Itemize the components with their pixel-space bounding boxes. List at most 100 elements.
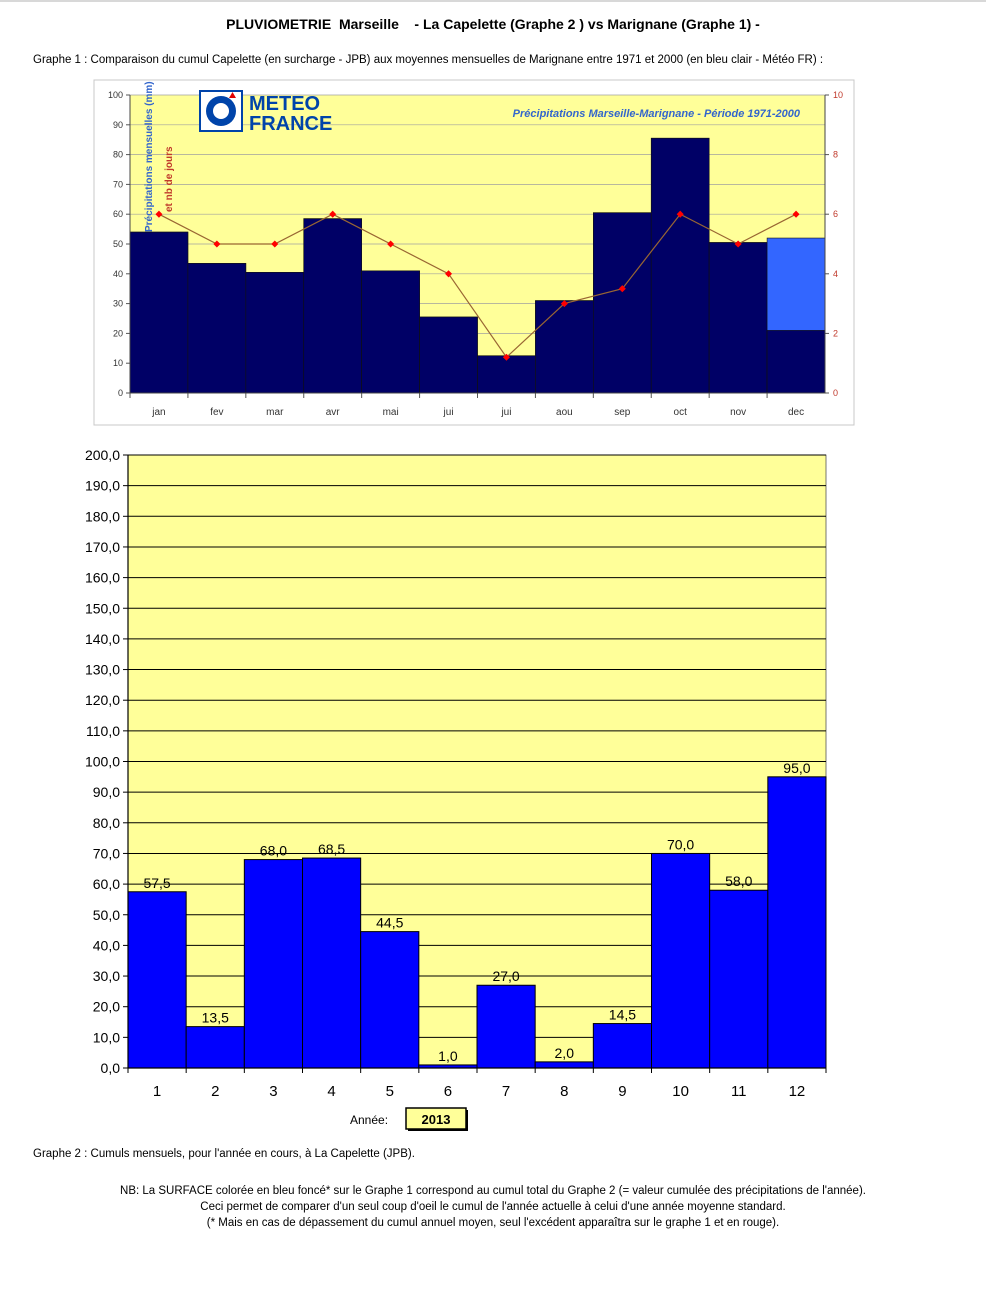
- chart2-data-label: 27,0: [492, 968, 519, 984]
- chart1-rain-days-marker: [792, 210, 800, 218]
- chart1-title: Précipitations Marseille-Marignane - Pér…: [513, 108, 801, 120]
- chart2-y-tick-label: 0,0: [101, 1060, 121, 1076]
- chart1-bar-cumulative: [361, 270, 420, 394]
- chart2-data-label: 14,5: [609, 1007, 636, 1023]
- chart1-rain-days-marker: [618, 285, 626, 293]
- chart1-x-tick-label: oct: [674, 407, 688, 418]
- chart2-y-tick-label: 200,0: [85, 447, 120, 463]
- chart1-x-tick-label: fev: [210, 407, 223, 418]
- chart2-bar: [243, 859, 303, 1069]
- chart1-y2-tick-label: 10: [833, 90, 843, 100]
- chart1-y-tick-label: 10: [113, 358, 123, 368]
- chart2-y-tick-label: 50,0: [93, 907, 120, 923]
- chart2-x-tick-label: 11: [731, 1083, 747, 1100]
- chart1-rain-days-marker: [155, 210, 163, 218]
- chart1-y-tick-label: 70: [113, 179, 123, 189]
- chart1-y-tick-label: 30: [113, 299, 123, 309]
- chart1-bar-cumulative: [535, 300, 594, 394]
- chart1-x-tick-label: sep: [614, 407, 631, 418]
- chart2-x-tick-label: 9: [618, 1083, 626, 1100]
- chart2-y-tick-label: 180,0: [85, 508, 120, 524]
- logo-flame: [229, 92, 236, 98]
- chart2-y-tick-label: 120,0: [85, 692, 120, 708]
- chart2-x-tick-label: 2: [211, 1083, 219, 1100]
- chart1-y-tick-label: 80: [113, 150, 123, 160]
- chart1-rain-days-marker: [560, 300, 568, 308]
- chart1-bar-cumulative: [187, 263, 247, 394]
- footnote-line: NB: La SURFACE colorée en bleu foncé* su…: [120, 1185, 866, 1197]
- chart1-y-tick-label: 90: [113, 120, 123, 130]
- chart2-x-tick-label: 3: [269, 1083, 277, 1100]
- chart1-y-tick-label: 100: [108, 90, 123, 100]
- chart1-bar-cumulative: [129, 231, 189, 394]
- chart1-rain-days-marker: [387, 240, 395, 248]
- chart2-y-tick-label: 140,0: [85, 631, 120, 647]
- chart1-y2-tick-label: 6: [833, 209, 838, 219]
- page-title: PLUVIOMETRIE Marseille - La Capelette (G…: [226, 16, 760, 32]
- chart1-rain-days-marker: [271, 240, 279, 248]
- chart1-y-tick-label: 0: [118, 388, 123, 398]
- chart1-x-tick-label: dec: [788, 407, 804, 418]
- chart1-rain-days-line: [158, 213, 797, 359]
- chart2-y-tick-label: 90,0: [93, 784, 120, 800]
- chart2-x-tick-label: 1: [153, 1083, 161, 1100]
- chart2-y-tick-label: 80,0: [93, 815, 120, 831]
- chart2-bar: [476, 984, 536, 1069]
- chart2-y-tick-label: 70,0: [93, 845, 120, 861]
- chart1-rain-days-marker: [502, 353, 510, 361]
- chart-capelette-monthly: 0,0 10,0 20,0 30,0 40,0 50,0 60,0 70,0 80,0 90,0 1…: [85, 447, 827, 1131]
- chart1-bar-cumulative: [303, 218, 362, 394]
- chart2-data-label: 70,0: [667, 836, 694, 852]
- graph2-caption: Graphe 2 : Cumuls mensuels, pour l'année…: [33, 1148, 415, 1160]
- chart1-y-tick-label: 60: [113, 209, 123, 219]
- chart2-x-tick-label: 4: [327, 1083, 335, 1100]
- chart1-y-tick-label: 20: [113, 328, 123, 338]
- chart1-x-tick-label: aou: [556, 407, 573, 418]
- chart2-data-label: 68,0: [260, 843, 287, 859]
- chart1-x-tick-label: jui: [500, 407, 511, 418]
- chart-marignane-averages: 0 10 20 30 40 50 60 70 80 90 100 0 2 4 6 8 10 jan fev mar av…: [93, 79, 855, 426]
- chart2-data-label: 68,5: [318, 841, 345, 857]
- chart1-bar-cumulative: [593, 212, 652, 394]
- chart2-y-tick-label: 170,0: [85, 539, 120, 555]
- footnotes: NB: La SURFACE colorée en bleu foncé* su…: [0, 1183, 986, 1231]
- chart1-y2-tick-label: 8: [833, 150, 838, 160]
- chart2-y-tick-label: 100,0: [85, 754, 120, 770]
- chart2-bar: [127, 891, 187, 1069]
- chart2-y-tick-label: 10,0: [93, 1029, 120, 1045]
- chart2-y-tick-label: 130,0: [85, 662, 120, 678]
- chart2-bar: [360, 931, 420, 1069]
- chart1-bar-cumulative: [766, 330, 826, 394]
- logo-text-france: FRANCE: [249, 113, 332, 135]
- chart2-y-tick-label: 110,0: [86, 723, 120, 739]
- chart1-y-axis-title: Précipitations mensuelles (mm): [144, 81, 155, 232]
- chart2-data-label: 95,0: [783, 760, 810, 776]
- chart2-bar: [767, 776, 827, 1069]
- chart1-y2-axis-title: et nb de jours: [164, 146, 175, 212]
- logo-text-meteo: METEO: [249, 93, 320, 115]
- chart1-y-tick-label: 40: [113, 269, 123, 279]
- chart2-x-tick-label: 5: [386, 1083, 394, 1100]
- chart2-y-tick-label: 30,0: [93, 968, 120, 984]
- chart1-rain-days-marker: [676, 210, 684, 218]
- chart2-y-tick-label: 190,0: [85, 478, 120, 494]
- chart1-bar-cumulative: [650, 137, 710, 394]
- chart2-data-label: 1,0: [438, 1048, 458, 1064]
- chart2-x-tick-label: 7: [502, 1083, 510, 1100]
- chart2-bar: [709, 889, 769, 1069]
- chart2-bar: [185, 1026, 245, 1069]
- chart1-x-tick-label: jui: [443, 407, 454, 418]
- top-border: [0, 0, 986, 2]
- chart1-bar-cumulative: [245, 272, 305, 394]
- chart1-x-tick-label: mai: [383, 407, 399, 418]
- footnote-line: (* Mais en cas de dépassement du cumul a…: [206, 1217, 780, 1229]
- chart1-bar-cumulative: [708, 242, 768, 394]
- chart2-bar: [651, 852, 711, 1069]
- chart1-bar-cumulative: [477, 355, 536, 394]
- chart2-data-label: 58,0: [725, 873, 752, 889]
- year-value: 2013: [422, 1112, 451, 1127]
- chart1-y-tick-label: 50: [113, 239, 123, 249]
- chart1-y2-tick-label: 4: [833, 269, 838, 279]
- chart1-bar-cumulative: [419, 316, 478, 394]
